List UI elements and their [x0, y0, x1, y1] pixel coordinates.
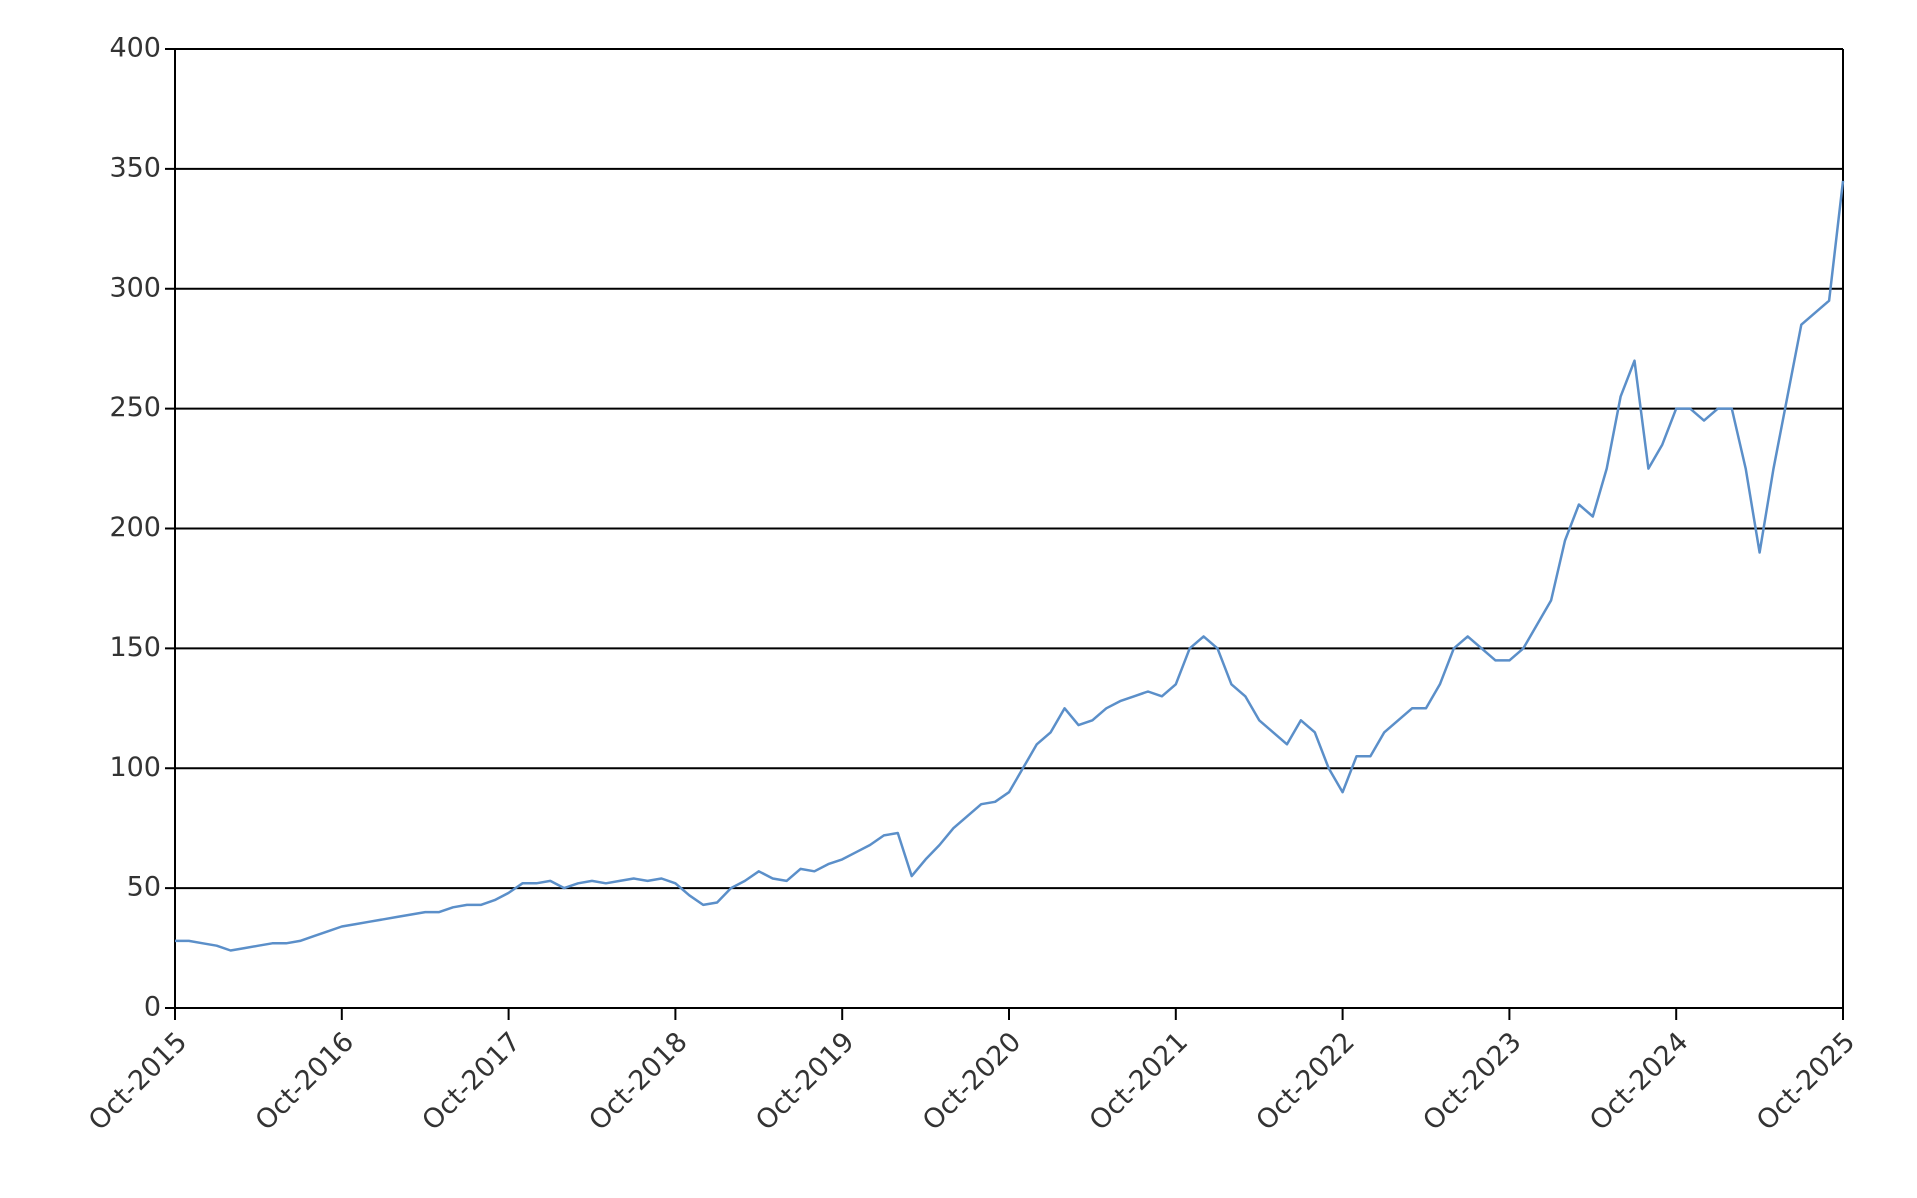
y-tick-label: 400: [109, 33, 161, 64]
y-tick-label: 250: [109, 392, 161, 423]
y-tick-label: 350: [109, 152, 161, 183]
y-tick-label: 300: [109, 272, 161, 303]
y-tick-label: 150: [109, 632, 161, 663]
y-tick-label: 100: [109, 752, 161, 783]
y-tick-label: 50: [127, 872, 161, 903]
y-tick-label: 0: [144, 992, 161, 1023]
price-line: [175, 180, 1845, 952]
y-tick-label: 200: [109, 512, 161, 543]
